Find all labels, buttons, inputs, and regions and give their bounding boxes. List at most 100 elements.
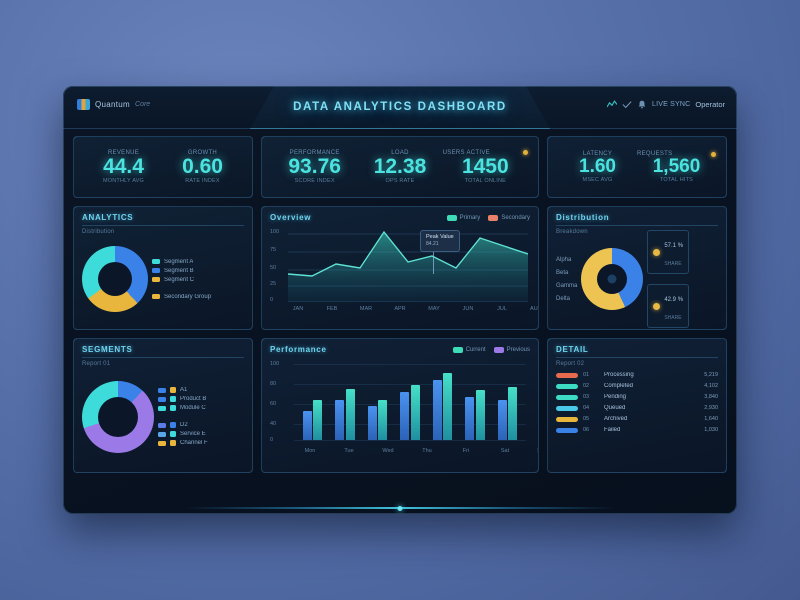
panel-subtitle: Report 01: [82, 361, 111, 367]
kpi-card[interactable]: USERS ACTIVE 1450 TOTAL ONLINE: [443, 150, 528, 184]
kpi-list-left: REVENUE 44.4 MONTHLY AVG GROWTH 0.60 RAT…: [82, 143, 244, 191]
area-plot[interactable]: 100 75 50 25 0: [270, 224, 538, 312]
user-label[interactable]: Operator: [695, 100, 725, 109]
table-row[interactable]: 02 Completed 4,102: [556, 383, 718, 389]
legend-item[interactable]: Module C: [158, 405, 244, 411]
legend-item[interactable]: Service E: [158, 431, 244, 437]
y-axis-tick: 100: [270, 229, 280, 235]
kpi-panel-left: REVENUE 44.4 MONTHLY AVG GROWTH 0.60 RAT…: [73, 136, 253, 198]
panel-subtitle: Distribution: [82, 229, 115, 235]
row-color-indicator: [556, 405, 578, 411]
donut-side-labels: Alpha Beta Gamma Delta: [556, 257, 577, 302]
legend-label: Segment C: [164, 276, 195, 283]
donut-chart-segments[interactable]: [82, 380, 154, 453]
legend-item[interactable]: Secondary: [488, 214, 530, 221]
y-axis-tick: 0: [270, 297, 274, 303]
performance-bar-chart-panel: Performance Current Previous 100 80 60 4…: [261, 338, 539, 473]
tooltip-value: 84.21: [426, 241, 439, 248]
legend-item[interactable]: Channel F: [158, 440, 244, 446]
kpi-card[interactable]: REVENUE 44.4 MONTHLY AVG: [84, 150, 163, 184]
legend-item[interactable]: Secondary Group: [152, 294, 244, 300]
x-axis-tick: JUN: [462, 306, 474, 312]
donut-chart-analytics[interactable]: [82, 246, 148, 312]
bar-series-b: [475, 390, 485, 440]
row-code: 04: [583, 405, 590, 411]
badge-value: 42.9 %: [664, 297, 684, 303]
gridline: [294, 404, 526, 405]
brand[interactable]: Quantum Core: [77, 99, 150, 110]
legend-label: Service E: [180, 431, 206, 437]
donut-badges: 57.1 % SHARE 42.9 % SHARE: [647, 230, 690, 328]
legend-gap: [158, 414, 244, 419]
share-badge[interactable]: 42.9 % SHARE: [647, 284, 690, 328]
share-badge[interactable]: 57.1 % SHARE: [647, 230, 690, 274]
legend-item[interactable]: Current: [452, 346, 486, 353]
table-row[interactable]: 03 Pending 3,840: [556, 394, 718, 400]
bar-group[interactable]: [302, 400, 323, 440]
kpi-footnote: SCORE INDEX: [294, 178, 335, 185]
table-row[interactable]: 06 Failed 1,030: [556, 427, 718, 433]
kpi-panel-right: LATENCY 1.60 MSEC AVG REQUESTS 1,560 TOT…: [547, 136, 727, 198]
legend-swatch-icon: [158, 431, 166, 437]
legend-item[interactable]: A1: [158, 387, 244, 393]
row-color-indicator: [556, 427, 578, 433]
activity-icon[interactable]: [607, 100, 618, 109]
legend-swatch-icon: [158, 405, 166, 411]
bar-group[interactable]: [497, 387, 518, 440]
row-code: 02: [583, 383, 590, 389]
badge-value: 57.1 %: [664, 243, 684, 249]
kpi-card[interactable]: PERFORMANCE 93.76 SCORE INDEX: [272, 150, 357, 184]
dot-icon: [653, 302, 661, 310]
legend-swatch-icon: [152, 259, 160, 264]
kpi-card[interactable]: LATENCY 1.60 MSEC AVG: [558, 151, 637, 183]
legend-label: Product B: [180, 396, 207, 402]
kpi-footnote: RATE INDEX: [185, 178, 220, 185]
legend-swatch-icon: [488, 214, 499, 221]
kpi-footnote: OPS RATE: [385, 178, 415, 185]
kpi-card[interactable]: LOAD 12.38 OPS RATE: [357, 150, 442, 184]
kpi-footnote: TOTAL ONLINE: [464, 178, 507, 185]
row-color-indicator: [556, 372, 578, 378]
bar-group[interactable]: [400, 385, 420, 440]
table-row[interactable]: 05 Archived 1,640: [556, 416, 718, 422]
legend-item[interactable]: D2: [158, 422, 244, 428]
table-row[interactable]: 01 Processing 5,219: [556, 372, 718, 378]
legend-label: D2: [180, 422, 188, 428]
legend-item[interactable]: Product B: [158, 396, 244, 402]
legend-swatch-secondary-icon: [170, 405, 176, 411]
legend-label: Segment A: [164, 258, 194, 265]
kpi-card[interactable]: GROWTH 0.60 RATE INDEX: [163, 150, 242, 184]
bar-group[interactable]: [335, 389, 355, 440]
row-name: Processing: [604, 372, 634, 378]
x-axis-tick: AUG: [530, 306, 538, 312]
y-axis-tick: 80: [270, 381, 277, 387]
legend-swatch-icon: [152, 277, 160, 282]
row-value: 2,930: [704, 405, 718, 411]
bar-series-b: [410, 385, 420, 440]
panel-title: Performance: [270, 345, 327, 354]
legend-swatch-icon: [152, 268, 160, 273]
badge-sub: SHARE: [664, 261, 682, 267]
legend-item[interactable]: Previous: [493, 346, 530, 353]
table-row[interactable]: 04 Queued 2,930: [556, 405, 718, 411]
legend-item[interactable]: Segment C: [152, 277, 244, 283]
gridline: [294, 384, 526, 385]
kpi-card[interactable]: REQUESTS 1,560 TOTAL HITS: [637, 151, 716, 183]
bar-group[interactable]: [432, 373, 453, 440]
legend-swatch-secondary-icon: [170, 396, 176, 402]
bar-plot[interactable]: 100 80 60 40 0: [270, 356, 538, 454]
legend-item[interactable]: Segment B: [152, 268, 244, 274]
legend-swatch-icon: [452, 346, 463, 353]
bell-icon[interactable]: [637, 100, 647, 109]
check-icon[interactable]: [622, 100, 632, 109]
panel-title: SEGMENTS: [82, 345, 244, 358]
legend-item[interactable]: Segment A: [152, 259, 244, 265]
brand-name: Quantum: [95, 100, 131, 109]
bar-group[interactable]: [367, 400, 388, 440]
donut-chart-distribution[interactable]: [581, 248, 644, 310]
legend-swatch-secondary-icon: [170, 422, 176, 428]
bar-series-a: [432, 380, 442, 440]
bar-group[interactable]: [465, 390, 485, 440]
legend-item[interactable]: Primary: [446, 214, 480, 221]
kpi-list-center: PERFORMANCE 93.76 SCORE INDEX LOAD 12.38…: [270, 143, 530, 191]
